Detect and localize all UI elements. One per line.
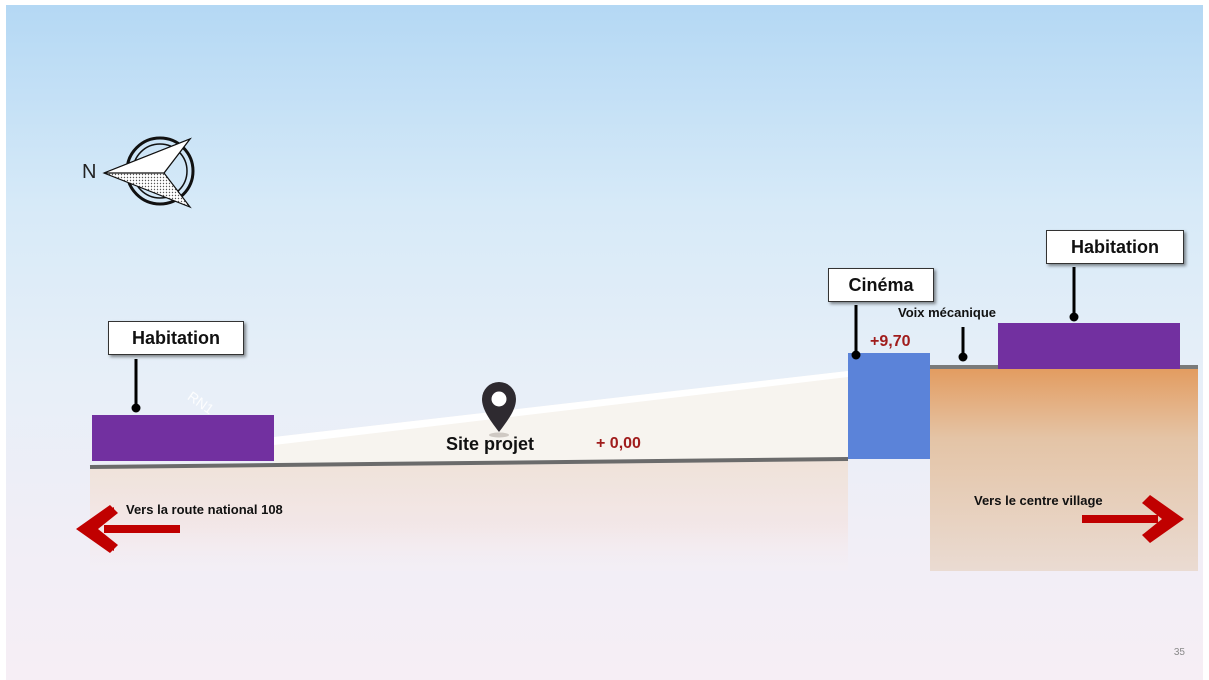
road-label: Voix mécanique	[898, 305, 997, 320]
location-pin-icon	[482, 382, 516, 438]
compass-north-label: N	[82, 161, 97, 183]
leader-cinema-dot	[851, 350, 861, 360]
page-number: 35	[1173, 647, 1185, 658]
right-habitation-label: Habitation	[1046, 230, 1184, 264]
ground-line-left	[89, 457, 849, 469]
cinema-label: Cinéma	[828, 268, 934, 302]
site-label: Site projet	[446, 434, 535, 454]
road-slope-highlight	[274, 371, 848, 445]
leader-right-dot	[1069, 312, 1079, 322]
arrow-left-icon	[76, 505, 180, 553]
direction-left-label: Vers la route national 108	[126, 502, 283, 517]
left-habitation-label: Habitation	[108, 321, 244, 355]
arrow-right-icon	[1082, 495, 1184, 543]
leader-road-dot	[958, 352, 968, 362]
compass-icon	[102, 136, 195, 209]
section-drawing	[76, 136, 1198, 571]
right-habitation-building	[998, 323, 1180, 369]
cinema-elevation: +9,70	[870, 333, 911, 350]
site-elevation: + 0,00	[596, 435, 641, 452]
slide: N RN1 Habitation Cinéma Habitation +9,70…	[6, 5, 1203, 680]
hill-section	[930, 367, 1198, 571]
left-habitation-building	[92, 415, 274, 461]
direction-right-label: Vers le centre village	[974, 493, 1103, 508]
ground-section	[90, 459, 848, 571]
cinema-building	[848, 353, 930, 459]
leader-left-dot	[131, 403, 141, 413]
